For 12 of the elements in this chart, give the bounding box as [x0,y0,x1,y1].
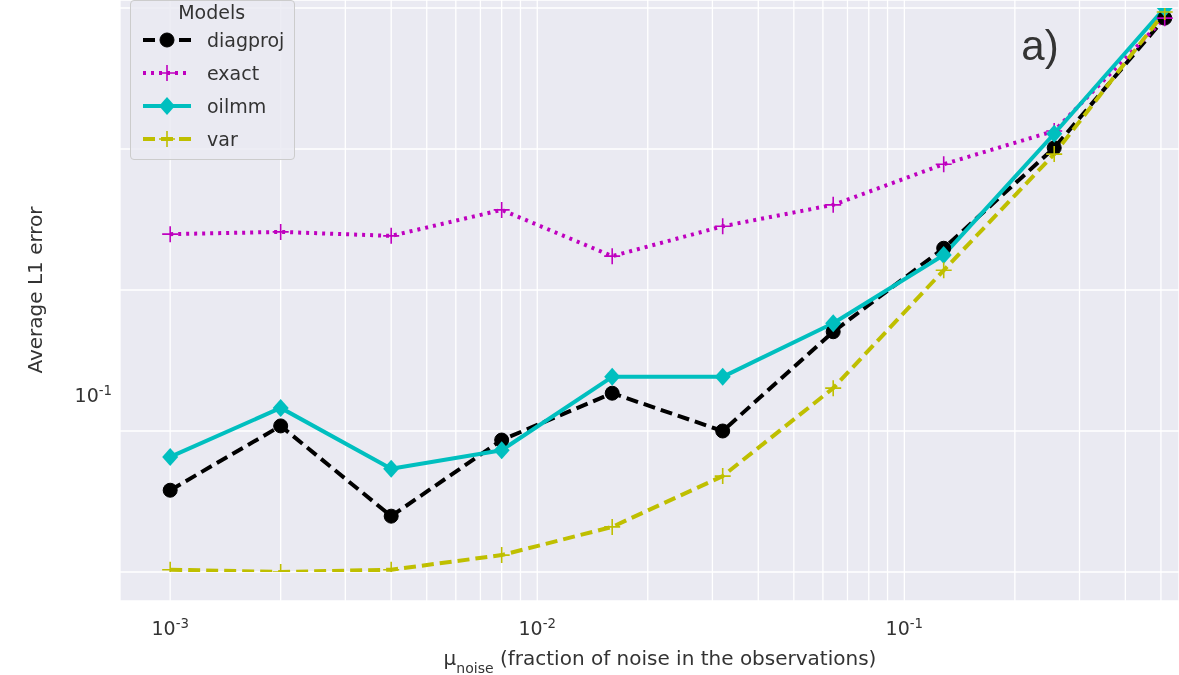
x-tick-label: 10$^{-3}$ [151,615,189,639]
legend-label: diagproj [207,28,285,51]
legend-label: oilmm [207,94,267,117]
x-tick-label: 10$^{-2}$ [518,615,556,639]
annotation: a) [1021,22,1059,69]
x-axis-title: μ$_{noise}$ (fraction of noise in the observations) [443,646,877,675]
text: 10$^{-1}$ [74,382,112,406]
legend-label: var [207,127,238,150]
x-tick-label: 10$^{-1}$ [885,615,924,639]
legend-title: Models [177,1,247,23]
y-axis-title: Average L1 error [23,205,47,374]
legend-label: exact [207,61,260,84]
